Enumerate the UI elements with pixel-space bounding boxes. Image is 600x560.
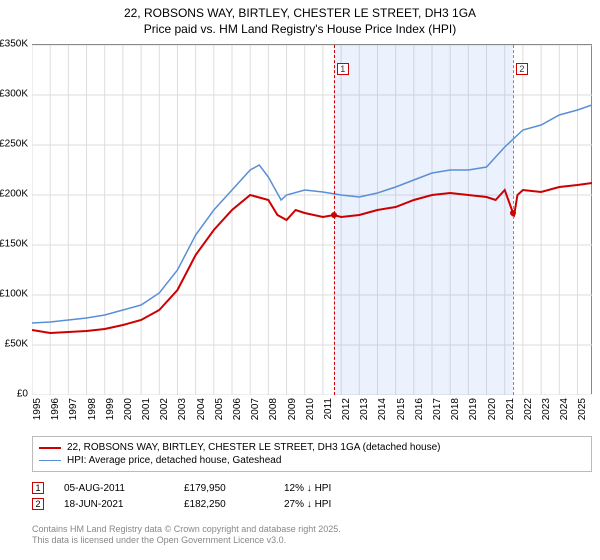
event-delta: 27% ↓ HPI: [284, 499, 331, 510]
x-tick-label: 2021: [505, 398, 516, 420]
legend: 22, ROBSONS WAY, BIRTLEY, CHESTER LE STR…: [32, 436, 592, 472]
legend-item: 22, ROBSONS WAY, BIRTLEY, CHESTER LE STR…: [39, 441, 585, 454]
y-tick-label: £200K: [0, 189, 28, 200]
y-tick-label: £300K: [0, 89, 28, 100]
chart-svg: [32, 45, 592, 395]
x-tick-label: 1999: [105, 398, 116, 420]
x-tick-label: 2020: [487, 398, 498, 420]
event-number: 2: [32, 498, 44, 510]
legend-label: 22, ROBSONS WAY, BIRTLEY, CHESTER LE STR…: [67, 442, 441, 453]
x-tick-label: 2022: [523, 398, 534, 420]
marker-number: 1: [337, 63, 349, 75]
event-row: 1 05-AUG-2011 £179,950 12% ↓ HPI: [32, 480, 592, 496]
marker-dot: [510, 210, 516, 216]
event-date: 05-AUG-2011: [64, 483, 164, 494]
x-tick-label: 2018: [450, 398, 461, 420]
legend-label: HPI: Average price, detached house, Gate…: [67, 455, 281, 466]
x-tick-label: 2025: [577, 398, 588, 420]
x-tick-label: 1996: [50, 398, 61, 420]
x-tick-label: 2007: [250, 398, 261, 420]
title-line1: 22, ROBSONS WAY, BIRTLEY, CHESTER LE STR…: [10, 6, 590, 22]
y-axis-labels: £0£50K£100K£150K£200K£250K£300K£350K: [0, 44, 30, 394]
x-tick-label: 1995: [32, 398, 43, 420]
plot-area: 12: [32, 44, 592, 394]
event-price: £182,250: [184, 499, 264, 510]
legend-item: HPI: Average price, detached house, Gate…: [39, 454, 585, 467]
x-tick-label: 2013: [359, 398, 370, 420]
chart-container: 22, ROBSONS WAY, BIRTLEY, CHESTER LE STR…: [0, 0, 600, 560]
x-tick-label: 2019: [468, 398, 479, 420]
event-date: 18-JUN-2021: [64, 499, 164, 510]
event-row: 2 18-JUN-2021 £182,250 27% ↓ HPI: [32, 496, 592, 512]
x-tick-label: 1998: [87, 398, 98, 420]
x-tick-label: 1997: [68, 398, 79, 420]
y-tick-label: £0: [17, 389, 28, 400]
x-tick-label: 2002: [159, 398, 170, 420]
footer-attribution: Contains HM Land Registry data © Crown c…: [32, 524, 592, 546]
x-tick-label: 2001: [141, 398, 152, 420]
x-tick-label: 2012: [341, 398, 352, 420]
legend-swatch: [39, 447, 61, 449]
footer-line2: This data is licensed under the Open Gov…: [32, 535, 592, 546]
event-price: £179,950: [184, 483, 264, 494]
marker-line: [334, 45, 335, 395]
y-tick-label: £100K: [0, 289, 28, 300]
marker-line: [513, 45, 514, 395]
x-tick-label: 2008: [268, 398, 279, 420]
event-number: 1: [32, 482, 44, 494]
x-tick-label: 2015: [396, 398, 407, 420]
x-tick-label: 2004: [196, 398, 207, 420]
marker-dot: [331, 212, 337, 218]
x-tick-label: 2005: [214, 398, 225, 420]
x-tick-label: 2016: [414, 398, 425, 420]
y-tick-label: £50K: [5, 339, 28, 350]
x-tick-label: 2017: [432, 398, 443, 420]
event-delta: 12% ↓ HPI: [284, 483, 331, 494]
footer-line1: Contains HM Land Registry data © Crown c…: [32, 524, 592, 535]
event-list: 1 05-AUG-2011 £179,950 12% ↓ HPI 2 18-JUN-202…: [32, 480, 592, 512]
legend-swatch: [39, 460, 61, 461]
marker-number: 2: [516, 63, 528, 75]
x-tick-label: 2003: [177, 398, 188, 420]
chart-title: 22, ROBSONS WAY, BIRTLEY, CHESTER LE STR…: [0, 0, 600, 41]
x-tick-label: 2010: [305, 398, 316, 420]
x-tick-label: 2023: [541, 398, 552, 420]
x-tick-label: 2014: [377, 398, 388, 420]
x-tick-label: 2000: [123, 398, 134, 420]
title-line2: Price paid vs. HM Land Registry's House …: [10, 22, 590, 38]
x-axis-labels: 1995 1996 1997 1998 1999 2000 2001 2002 2003 2004…: [32, 396, 592, 436]
y-tick-label: £250K: [0, 139, 28, 150]
x-tick-label: 2024: [559, 398, 570, 420]
y-tick-label: £350K: [0, 39, 28, 50]
x-tick-label: 2011: [323, 398, 334, 420]
x-tick-label: 2006: [232, 398, 243, 420]
x-tick-label: 2009: [287, 398, 298, 420]
y-tick-label: £150K: [0, 239, 28, 250]
